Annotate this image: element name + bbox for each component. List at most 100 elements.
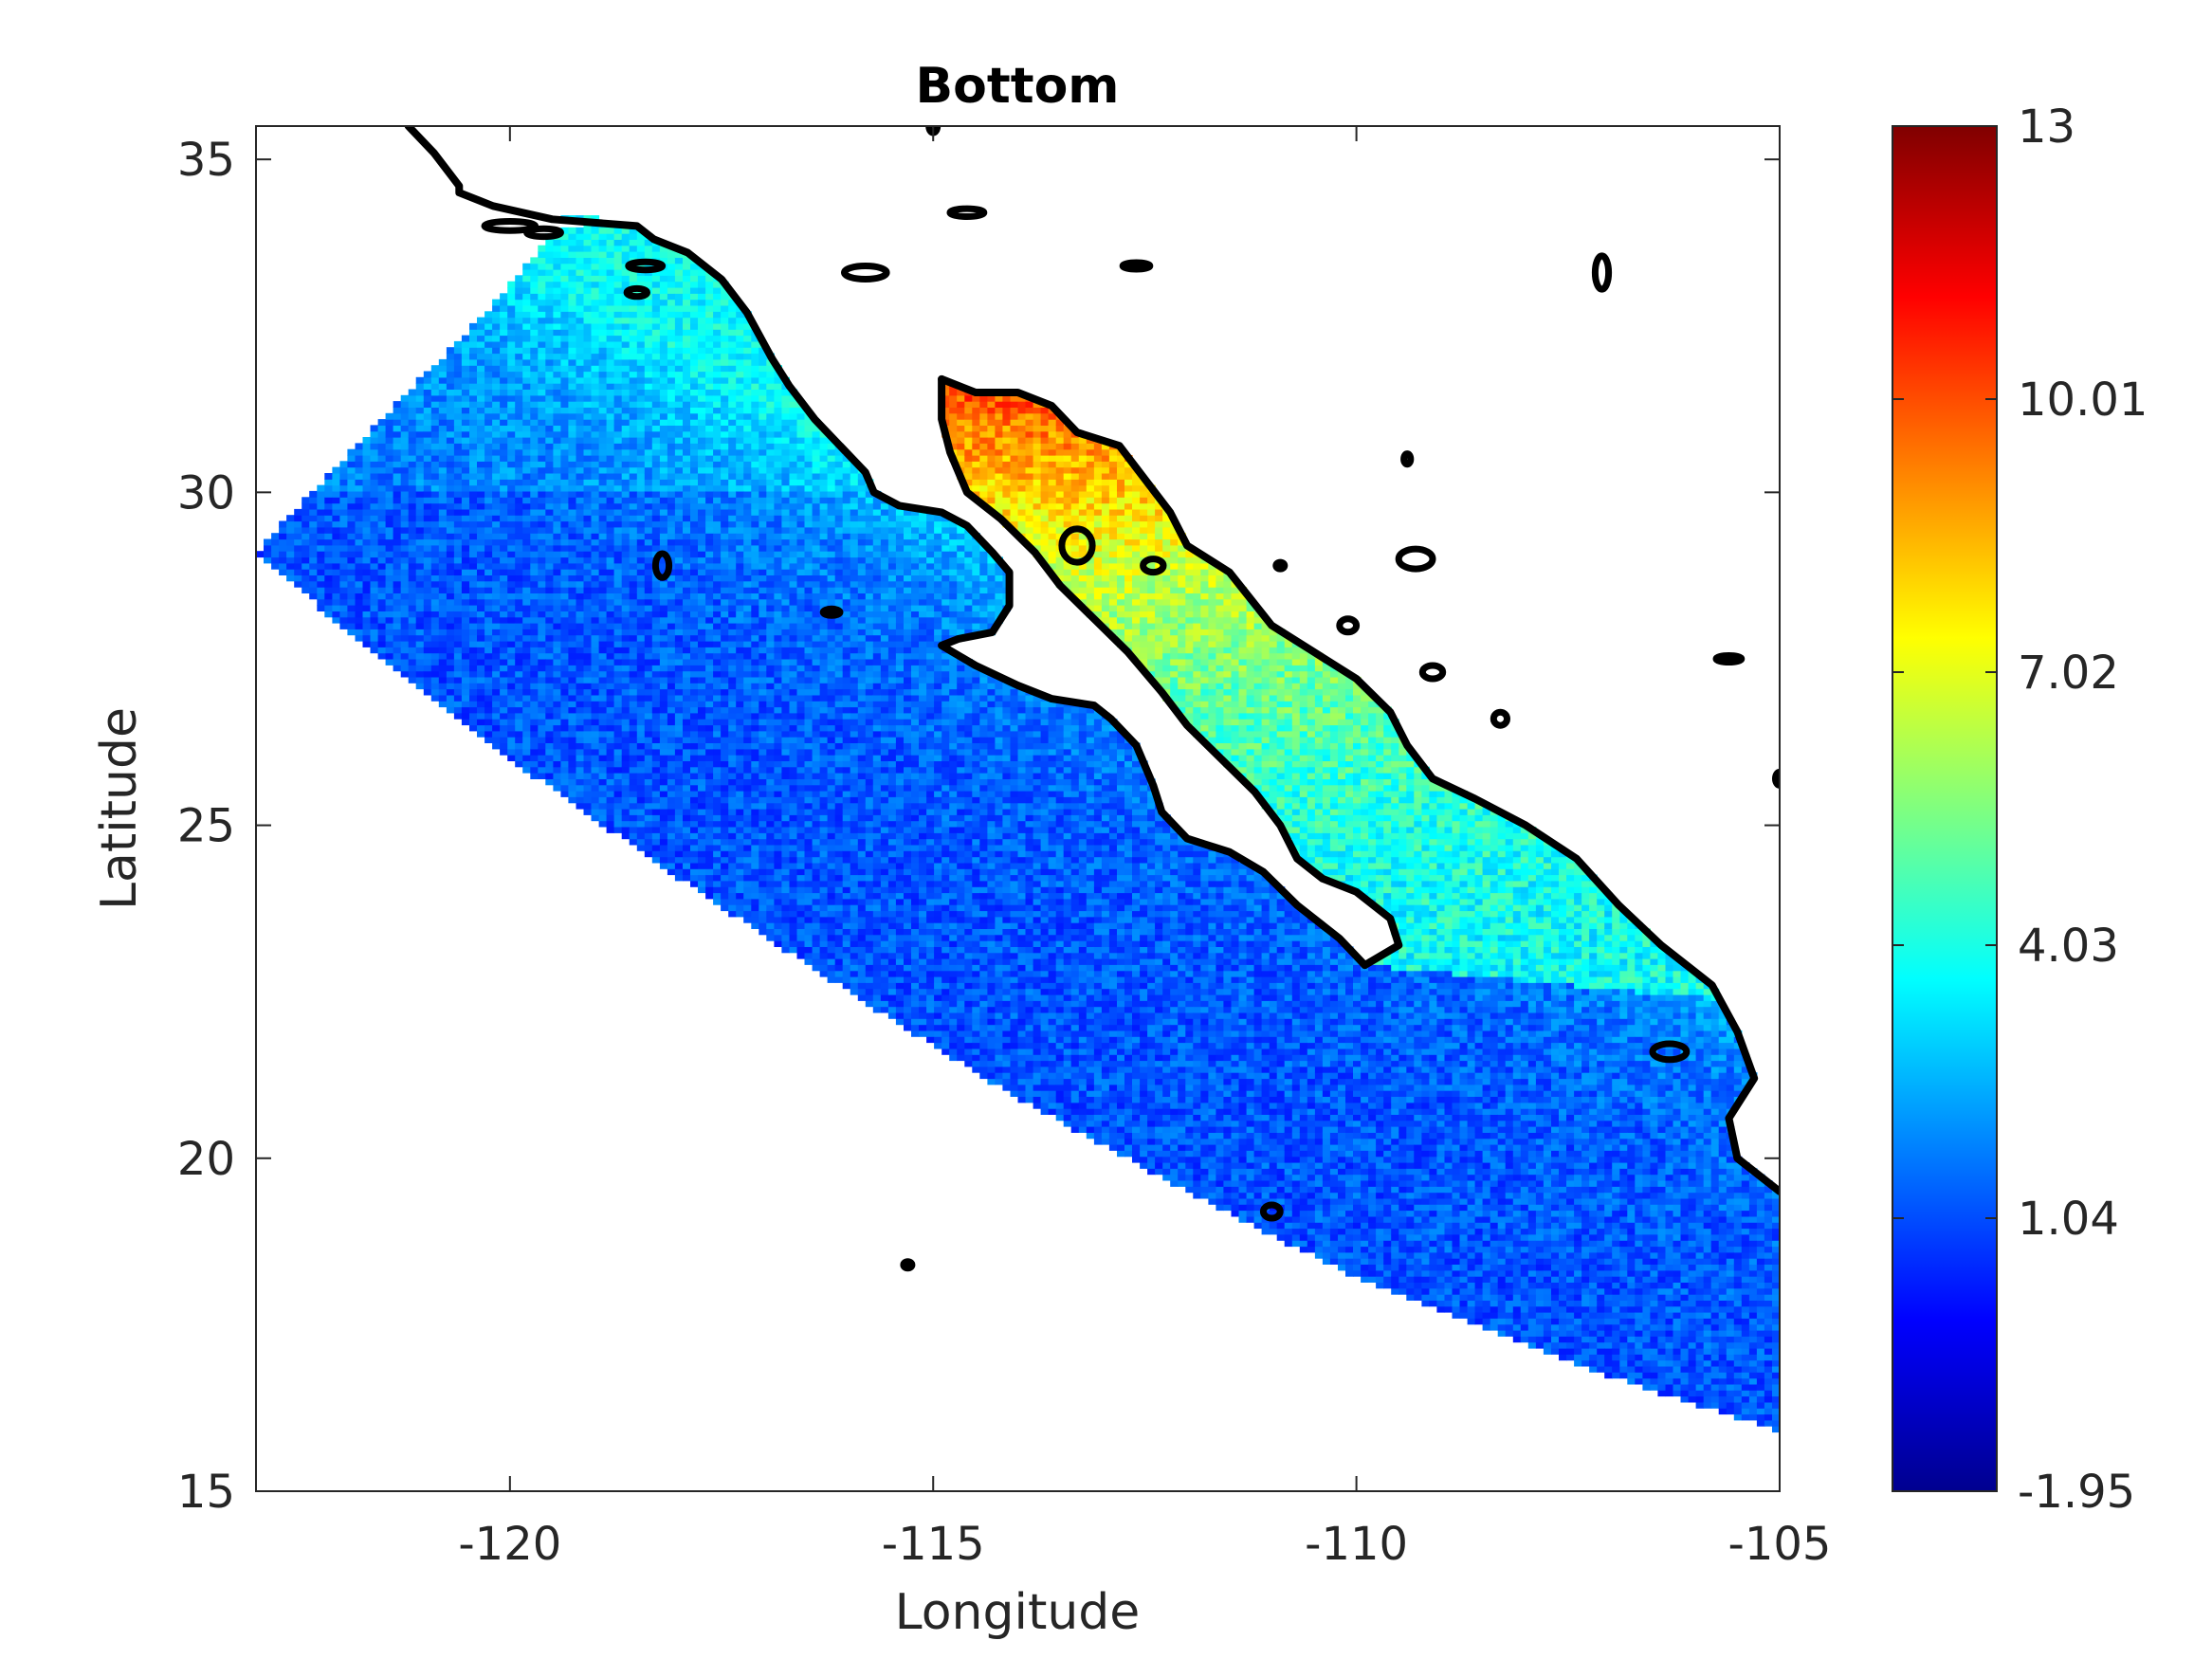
heatmap-cell — [576, 287, 585, 294]
heatmap-cell — [674, 856, 684, 864]
heatmap-cell — [598, 281, 608, 288]
heatmap-cell — [507, 287, 516, 294]
heatmap-cell — [492, 616, 501, 624]
heatmap-cell — [583, 544, 593, 552]
heatmap-cell — [613, 784, 623, 792]
heatmap-cell — [438, 443, 448, 450]
heatmap-cell — [408, 647, 417, 654]
heatmap-cell — [538, 533, 546, 540]
heatmap-cell — [713, 634, 722, 642]
heatmap-cell — [545, 533, 554, 540]
heatmap-cell — [500, 430, 508, 438]
heatmap-cell — [674, 755, 684, 761]
heatmap-cell — [721, 719, 729, 726]
heatmap-cell — [385, 598, 394, 606]
heatmap-cell — [698, 544, 706, 552]
heatmap-cell — [713, 569, 722, 575]
heatmap-cell — [453, 383, 463, 390]
heatmap-cell — [621, 544, 631, 552]
heatmap-cell — [743, 587, 752, 593]
heatmap-cell — [774, 538, 782, 546]
heatmap-cell — [500, 587, 508, 593]
heatmap-cell — [453, 538, 463, 546]
heatmap-cell — [667, 376, 676, 384]
heatmap-cell — [583, 419, 593, 426]
heatmap-cell — [690, 760, 699, 768]
heatmap-cell — [705, 425, 714, 432]
heatmap-cell — [781, 520, 790, 528]
heatmap-cell — [302, 508, 310, 516]
heatmap-cell — [606, 556, 615, 564]
heatmap-cell — [522, 317, 531, 324]
heatmap-cell — [553, 616, 561, 624]
heatmap-cell — [644, 659, 653, 665]
heatmap-cell — [721, 796, 729, 804]
heatmap-cell — [728, 419, 737, 426]
heatmap-cell — [553, 712, 561, 720]
heatmap-cell — [446, 538, 455, 546]
heatmap-cell — [430, 466, 440, 474]
heatmap-cell — [347, 448, 356, 456]
heatmap-cell — [469, 569, 478, 575]
heatmap-cell — [309, 556, 318, 564]
heatmap-cell — [613, 562, 623, 570]
heatmap-cell — [721, 688, 729, 696]
heatmap-cell — [560, 497, 569, 504]
heatmap-cell — [576, 737, 585, 743]
heatmap-cell — [522, 551, 531, 558]
heatmap-cell — [736, 652, 744, 660]
heatmap-cell — [774, 515, 782, 522]
heatmap-cell — [408, 670, 417, 678]
heatmap-cell — [568, 419, 576, 426]
heatmap-cell — [560, 533, 569, 540]
heatmap-cell — [469, 647, 478, 654]
heatmap-cell — [530, 263, 539, 270]
heatmap-cell — [415, 551, 425, 558]
heatmap-cell — [507, 676, 516, 684]
heatmap-cell — [484, 592, 493, 600]
heatmap-cell — [500, 466, 508, 474]
heatmap-cell — [538, 461, 546, 468]
heatmap-cell — [698, 838, 706, 846]
heatmap-cell — [576, 551, 585, 558]
heatmap-cell — [530, 755, 539, 761]
heatmap-cell — [500, 533, 508, 540]
heatmap-cell — [606, 670, 615, 678]
heatmap-cell — [659, 275, 668, 283]
heatmap-cell — [553, 394, 561, 402]
heatmap-cell — [538, 490, 546, 498]
heatmap-cell — [492, 473, 501, 480]
heatmap-cell — [500, 712, 508, 720]
heatmap-cell — [683, 484, 691, 492]
heatmap-cell — [713, 544, 722, 552]
heatmap-cell — [347, 556, 356, 564]
heatmap-cell — [781, 461, 790, 468]
heatmap-cell — [698, 748, 706, 756]
heatmap-cell — [721, 629, 729, 636]
heatmap-cell — [553, 508, 561, 516]
heatmap-cell — [377, 647, 387, 654]
heatmap-cell — [683, 665, 691, 672]
heatmap-cell — [362, 611, 372, 618]
heatmap-cell — [667, 461, 676, 468]
heatmap-cell — [339, 461, 348, 468]
heatmap-cell — [728, 766, 737, 774]
heatmap-cell — [713, 766, 722, 774]
heatmap-cell — [583, 520, 593, 528]
heatmap-cell — [721, 694, 729, 702]
heatmap-cell — [690, 329, 699, 337]
heatmap-cell — [515, 358, 523, 366]
heatmap-cell — [728, 461, 737, 468]
heatmap-cell — [530, 730, 539, 738]
heatmap-cell — [492, 329, 501, 337]
heatmap-cell — [560, 748, 569, 756]
heatmap-cell — [683, 551, 691, 558]
heatmap-cell — [659, 251, 668, 258]
heatmap-cell — [400, 490, 410, 498]
heatmap-cell — [477, 629, 485, 636]
heatmap-cell — [484, 712, 493, 720]
heatmap-cell — [629, 838, 638, 846]
heatmap-cell — [538, 497, 546, 504]
heatmap-cell — [629, 425, 638, 432]
heatmap-cell — [721, 683, 729, 690]
